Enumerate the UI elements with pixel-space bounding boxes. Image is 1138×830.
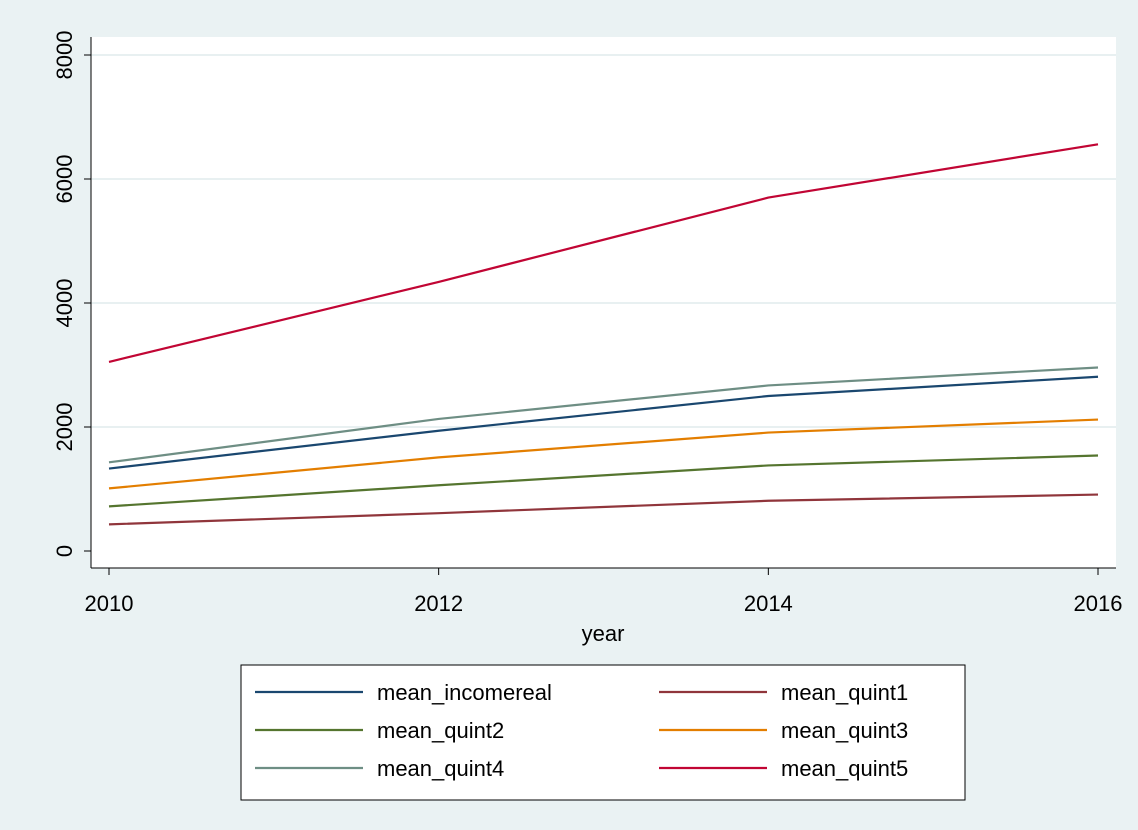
series-line-mean-quint4 [108, 366, 1099, 464]
legend-box [240, 664, 966, 801]
x-axis-title: year [582, 621, 625, 646]
series-lines [108, 143, 1099, 526]
y-tick-label: 2000 [52, 403, 77, 452]
legend-label: mean_quint4 [377, 756, 504, 781]
legend-label: mean_quint2 [377, 718, 504, 743]
legend-label: mean_incomereal [377, 680, 552, 705]
y-tick-label: 4000 [52, 279, 77, 328]
x-tick-label: 2016 [1074, 591, 1123, 616]
series-line-mean-quint2 [108, 454, 1099, 508]
x-tick-label: 2010 [85, 591, 134, 616]
gridlines [91, 54, 1116, 428]
series-line-mean-quint5 [108, 143, 1099, 363]
y-tick-label: 8000 [52, 31, 77, 80]
x-tick-label: 2012 [414, 591, 463, 616]
y-tick-label: 0 [52, 545, 77, 557]
series-line-mean-quint1 [108, 493, 1099, 526]
x-tick-label: 2014 [744, 591, 793, 616]
series-line-mean-quint3 [108, 418, 1099, 490]
legend-label: mean_quint3 [781, 718, 908, 743]
legend-label: mean_quint1 [781, 680, 908, 705]
series-line-mean-incomereal [108, 375, 1099, 470]
legend-label: mean_quint5 [781, 756, 908, 781]
y-tick-label: 6000 [52, 155, 77, 204]
axes: 0 2000 4000 6000 8000 2010 2012 2014 2016 [52, 31, 1122, 616]
